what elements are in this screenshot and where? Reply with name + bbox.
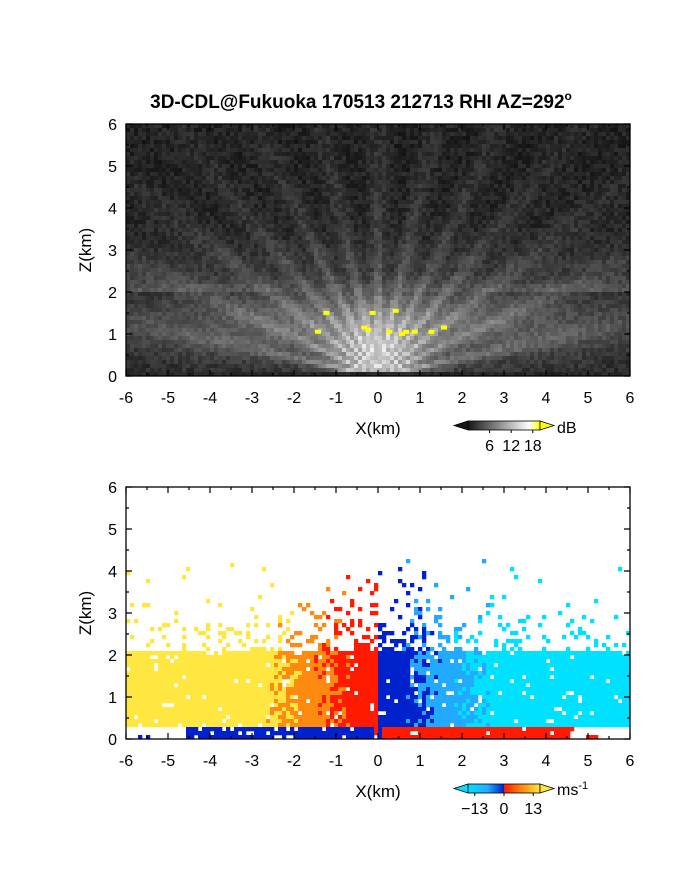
backscatter-colorbar-unit: dB — [557, 420, 577, 437]
backscatter-colorbar-tick-label: 6 — [485, 438, 494, 455]
backscatter-y-tick-label: 6 — [108, 117, 117, 134]
velocity-x-tick-label: -6 — [119, 753, 133, 770]
backscatter-tick-marks — [125, 123, 631, 377]
velocity-colorbar-tick-label: −13 — [461, 801, 488, 818]
backscatter-x-tick-label: 1 — [416, 390, 425, 407]
backscatter-x-axis-label: X(km) — [355, 419, 400, 438]
velocity-y-tick-label: 5 — [108, 522, 117, 539]
velocity-colorbar-tick-label: 0 — [500, 801, 509, 818]
saturated-cell — [411, 329, 418, 334]
backscatter-x-tick-label: 6 — [626, 390, 635, 407]
backscatter-x-tick-label: -4 — [203, 390, 217, 407]
saturated-cell — [323, 310, 330, 315]
velocity-y-tick-label: 1 — [108, 690, 117, 707]
velocity-unit-base: ms — [557, 782, 578, 799]
velocity-tick-marks — [125, 486, 631, 740]
backscatter-x-tick-label: 0 — [374, 390, 383, 407]
velocity-y-axis-label: Z(km) — [76, 591, 95, 635]
velocity-colorbar-body — [467, 783, 541, 794]
velocity-colorbar: −13 0 13 — [452, 783, 556, 818]
backscatter-x-tick-label: -2 — [287, 390, 301, 407]
velocity-colorbar-tick-label: 13 — [524, 801, 542, 818]
backscatter-y-tick-label: 0 — [108, 369, 117, 386]
backscatter-x-tick-label: -1 — [329, 390, 343, 407]
backscatter-y-tick-label: 5 — [108, 159, 117, 176]
velocity-y-tick-label: 3 — [108, 606, 117, 623]
velocity-x-tick-label: -5 — [161, 753, 175, 770]
velocity-x-tick-label: -3 — [245, 753, 259, 770]
backscatter-colorbar-body — [467, 420, 541, 431]
velocity-heatmap — [126, 559, 631, 740]
backscatter-y-axis-label: Z(km) — [76, 228, 95, 272]
velocity-x-tick-label: 3 — [500, 753, 509, 770]
saturated-cell — [365, 327, 372, 332]
backscatter-y-tick-label: 2 — [108, 285, 117, 302]
backscatter-x-tick-label: -6 — [119, 390, 133, 407]
chart-title: 3D-CDL@Fukuoka 170513 212713 RHI AZ=292o — [150, 89, 572, 113]
velocity-x-tick-label: -1 — [329, 753, 343, 770]
velocity-y-tick-label: 4 — [108, 564, 117, 581]
velocity-colorbar-over-triangle — [539, 783, 556, 794]
velocity-x-tick-label: -2 — [287, 753, 301, 770]
velocity-panel: -6 -5 -4 -3 -2 -1 0 1 2 3 4 5 6 0 1 2 3 4 5 6 X(km) Z(km) −… — [76, 480, 635, 818]
backscatter-x-tick-label: 5 — [584, 390, 593, 407]
saturated-cell — [399, 331, 405, 336]
backscatter-x-tick-label: 4 — [542, 390, 551, 407]
backscatter-y-tick-label: 4 — [108, 201, 117, 218]
saturated-cell — [315, 329, 321, 334]
backscatter-x-tick-label: -5 — [161, 390, 175, 407]
velocity-x-tick-label: 0 — [374, 753, 383, 770]
velocity-colorbar-unit: ms-1 — [557, 780, 588, 799]
velocity-unit-exp: -1 — [578, 780, 588, 792]
velocity-x-tick-label: 2 — [458, 753, 467, 770]
backscatter-colorbar-tick-label: 12 — [502, 438, 520, 455]
velocity-x-tick-label: 6 — [626, 753, 635, 770]
velocity-y-tick-label: 2 — [108, 648, 117, 665]
backscatter-colorbar-under-triangle — [452, 420, 469, 431]
saturated-cell — [403, 329, 410, 334]
title-degree-sup: o — [565, 89, 572, 103]
chart-title-text: 3D-CDL@Fukuoka 170513 212713 RHI AZ=292 — [150, 92, 564, 113]
backscatter-colorbar-tick-label: 18 — [524, 438, 542, 455]
backscatter-axis-ticks: -6 -5 -4 -3 -2 -1 0 1 2 3 4 5 6 0 1 2 3 4 5 6 — [108, 117, 634, 407]
velocity-colorbar-under-triangle — [452, 783, 469, 794]
saturated-cell — [369, 310, 376, 315]
velocity-axis-ticks: -6 -5 -4 -3 -2 -1 0 1 2 3 4 5 6 0 1 2 3 4 5 6 — [108, 480, 634, 770]
backscatter-x-tick-label: 2 — [458, 390, 467, 407]
saturated-cell — [441, 325, 447, 330]
backscatter-colorbar: 6 12 18 — [452, 420, 556, 455]
saturated-cell — [386, 329, 393, 334]
backscatter-heatmap — [126, 124, 631, 377]
saturated-cell — [428, 329, 435, 334]
velocity-x-tick-label: 4 — [542, 753, 551, 770]
backscatter-y-tick-label: 1 — [108, 327, 117, 344]
backscatter-x-tick-label: 3 — [500, 390, 509, 407]
velocity-x-axis-label: X(km) — [355, 782, 400, 801]
backscatter-y-tick-label: 3 — [108, 243, 117, 260]
saturated-cell — [361, 325, 368, 330]
velocity-x-tick-label: 1 — [416, 753, 425, 770]
backscatter-x-tick-label: -3 — [245, 390, 259, 407]
velocity-x-tick-label: 5 — [584, 753, 593, 770]
velocity-y-tick-label: 0 — [108, 732, 117, 749]
velocity-x-tick-label: -4 — [203, 753, 217, 770]
velocity-y-tick-label: 6 — [108, 480, 117, 497]
backscatter-colorbar-over-triangle — [539, 420, 556, 431]
saturated-cell — [392, 308, 399, 313]
